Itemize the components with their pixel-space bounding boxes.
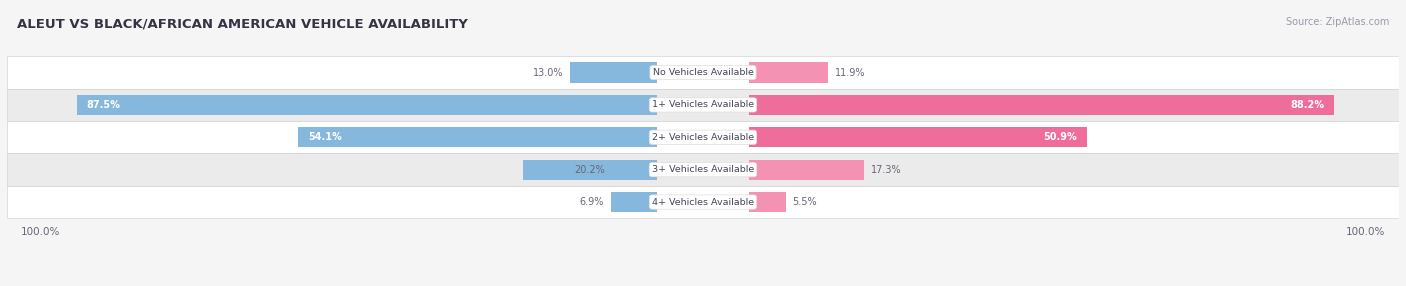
Bar — [571, 62, 657, 83]
Text: 3+ Vehicles Available: 3+ Vehicles Available — [652, 165, 754, 174]
Text: 5.5%: 5.5% — [793, 197, 817, 207]
Text: 17.3%: 17.3% — [870, 165, 901, 175]
Text: No Vehicles Available: No Vehicles Available — [652, 68, 754, 77]
Bar — [610, 192, 657, 212]
Text: 6.9%: 6.9% — [579, 197, 605, 207]
Bar — [7, 186, 1399, 218]
Bar — [749, 62, 828, 83]
Text: 13.0%: 13.0% — [533, 67, 564, 78]
Text: 88.2%: 88.2% — [1291, 100, 1324, 110]
Bar — [523, 160, 657, 180]
Bar — [7, 121, 1399, 154]
Text: 1+ Vehicles Available: 1+ Vehicles Available — [652, 100, 754, 110]
Text: 87.5%: 87.5% — [87, 100, 121, 110]
Text: 50.9%: 50.9% — [1043, 132, 1077, 142]
Bar — [298, 127, 657, 147]
Bar — [7, 56, 1399, 89]
Text: ALEUT VS BLACK/AFRICAN AMERICAN VEHICLE AVAILABILITY: ALEUT VS BLACK/AFRICAN AMERICAN VEHICLE … — [17, 17, 468, 30]
Bar — [7, 89, 1399, 121]
Text: Source: ZipAtlas.com: Source: ZipAtlas.com — [1285, 17, 1389, 27]
Text: 11.9%: 11.9% — [835, 67, 866, 78]
Text: 54.1%: 54.1% — [308, 132, 342, 142]
Bar — [76, 95, 657, 115]
Bar — [7, 154, 1399, 186]
Text: 2+ Vehicles Available: 2+ Vehicles Available — [652, 133, 754, 142]
Bar — [749, 160, 865, 180]
Text: 20.2%: 20.2% — [574, 165, 605, 175]
Bar — [749, 192, 786, 212]
Bar — [749, 127, 1087, 147]
Text: 4+ Vehicles Available: 4+ Vehicles Available — [652, 198, 754, 206]
Bar — [749, 95, 1334, 115]
